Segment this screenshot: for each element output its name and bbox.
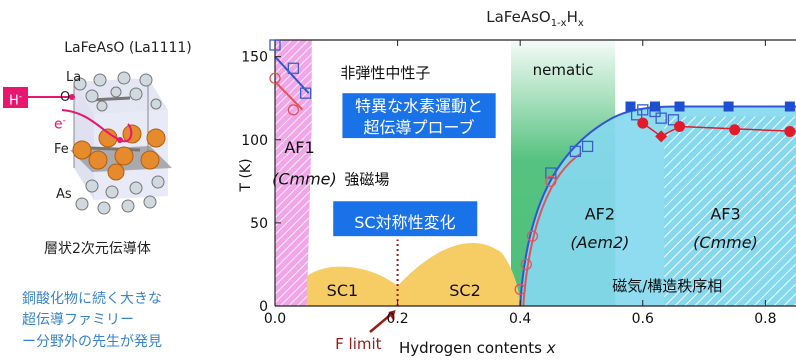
- data-point-filled-circle: [784, 125, 796, 137]
- note-line-1: 銅酸化物に続く大きな: [22, 291, 162, 307]
- strong-field-label: 強磁場: [344, 171, 389, 189]
- data-point-filled-square: [650, 101, 661, 112]
- y-tick-label: 0: [259, 299, 268, 315]
- f-limit-arrow: [369, 313, 393, 333]
- af1-hatch: [275, 40, 312, 306]
- crystal-title: LaFeAsO (La1111): [64, 40, 192, 56]
- layered-2d-conductor-caption: 層状2次元伝導体: [44, 241, 151, 257]
- y-axis-label: T (K): [238, 158, 254, 192]
- sc-symmetry-label: SC対称性変化: [354, 213, 455, 232]
- sc-symmetry-box: [333, 201, 478, 237]
- x-tick-label: 0.8: [754, 311, 776, 327]
- f-limit-arrowhead: [388, 310, 396, 320]
- la-label: La: [66, 70, 82, 85]
- electron-symbol: e: [54, 116, 63, 133]
- af1-label: AF1: [284, 138, 314, 157]
- x-tick-label: 0.0: [264, 311, 286, 327]
- data-point-open-square: [637, 104, 649, 116]
- data-point-filled-circle: [637, 117, 649, 129]
- title-tail-sub: x: [578, 18, 584, 29]
- f-limit-label: F limit: [335, 335, 382, 353]
- sc-regions: [306, 243, 521, 306]
- ordered-phase-label: 磁気/構造秩序相: [612, 277, 722, 295]
- note-line-2: 超伝導ファミリー: [22, 312, 134, 328]
- title-tail: H: [567, 8, 578, 26]
- af2-sub-label: (Aem2): [570, 233, 629, 252]
- sc1-label: SC1: [327, 281, 359, 300]
- data-point-open-square: [569, 145, 581, 158]
- crystal-panel: LaFeAsO (La1111) La O Fe As H- e- 層状2次元伝…: [0, 0, 262, 362]
- y-tick-label: 100: [241, 133, 268, 149]
- data-point-open-square: [545, 167, 557, 179]
- data-point-open-square: [655, 112, 667, 124]
- af1-boundary-line-red: [274, 80, 304, 111]
- data-point-open-circle: [526, 230, 539, 242]
- af1-sub-label: (Cmme): [272, 170, 337, 189]
- data-point-open-circle: [287, 104, 300, 116]
- af2-label: AF2: [585, 205, 615, 224]
- af3-hatch: [664, 116, 796, 306]
- note-line-3: ー分野外の先生が発見: [22, 334, 162, 350]
- af2-boundary-line-red: [522, 152, 583, 306]
- data-point-filled-diamond: [655, 130, 668, 143]
- as-label: As: [56, 187, 72, 202]
- data-point-open-square: [581, 140, 594, 153]
- hydrogen-box-line-2: 超伝導プローブ: [364, 118, 475, 137]
- crystal-structure-image: [28, 71, 172, 215]
- x-tick-label: 0.4: [509, 311, 531, 327]
- fe-label: Fe: [54, 142, 69, 157]
- data-point-filled-square: [625, 101, 636, 112]
- data-point-filled-square: [674, 101, 685, 112]
- o-label: O: [60, 90, 71, 105]
- y-tick-label: 150: [241, 50, 268, 66]
- title-sub: 1-x: [551, 18, 567, 29]
- hydride-ion-badge: H-: [3, 87, 28, 108]
- y-tick-label: 50: [250, 216, 268, 232]
- h-label: H: [8, 93, 19, 109]
- data-point-filled-square: [723, 101, 734, 112]
- hydrogen-box-line-1: 特異な水素運動と: [355, 96, 483, 115]
- data-point-open-circle: [520, 258, 532, 271]
- data-point-open-circle: [269, 72, 281, 84]
- data-point-open-circle: [514, 283, 526, 296]
- data-point-open-square: [269, 39, 281, 51]
- data-markers: [269, 39, 796, 296]
- data-point-open-square: [299, 87, 312, 99]
- sc2-label: SC2: [449, 281, 481, 300]
- chart-axes: 0.0 0.2 0.4 0.6 0.8 0 50 100 150 Hydrogen content…: [238, 39, 796, 357]
- chart-title: LaFeAsO1-xHx: [486, 8, 584, 29]
- data-point-open-square: [667, 114, 680, 126]
- data-point-filled-circle: [729, 124, 741, 136]
- data-point-filled-square: [784, 101, 795, 112]
- x-axis-label: Hydrogen contents x: [399, 339, 556, 357]
- x-tick-label: 0.2: [386, 311, 408, 327]
- hydrogen-box: [342, 93, 496, 139]
- x-tick-label: 0.6: [632, 311, 654, 327]
- af1-boundary-line-blue: [274, 55, 310, 94]
- data-point-open-square: [287, 62, 300, 74]
- neutron-label: 非弾性中性子: [340, 64, 430, 82]
- data-point-open-circle: [545, 175, 557, 187]
- af3-sub-label: (Cmme): [693, 233, 758, 252]
- af3-label: AF3: [710, 205, 740, 224]
- title-base: LaFeAsO: [486, 8, 550, 26]
- electron-label: e-: [54, 116, 66, 133]
- data-point-filled-circle: [674, 120, 686, 132]
- nematic-label: nematic: [533, 61, 594, 79]
